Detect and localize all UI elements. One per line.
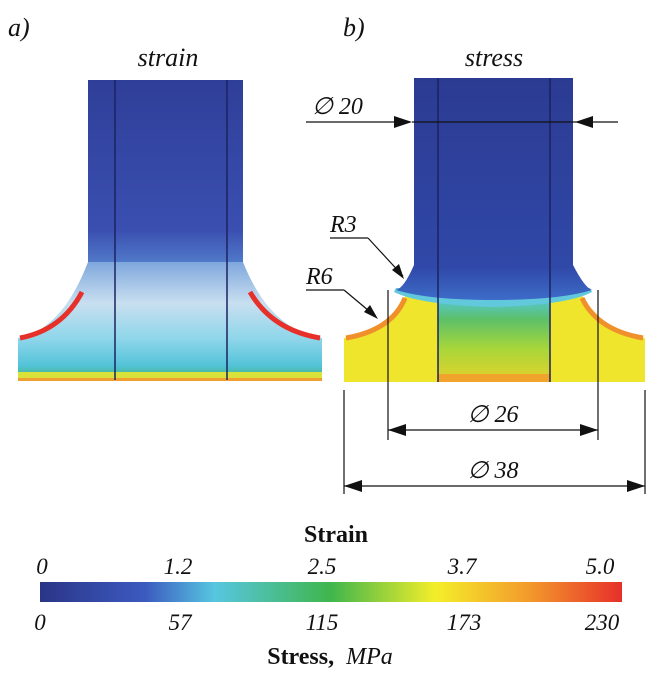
strain-specimen xyxy=(18,80,322,381)
strain-bottom-stripe xyxy=(18,372,322,380)
dimension-d20: ∅ 20 xyxy=(306,94,618,128)
dim-r3-label: R3 xyxy=(329,212,357,238)
strain-bottom-edge xyxy=(18,378,322,381)
colorbar: Strain 0 1.2 2.5 3.7 5.0 0 57 115 173 23… xyxy=(34,522,622,670)
strain-ticks: 0 1.2 2.5 3.7 5.0 xyxy=(36,554,615,579)
colorbar-strain-title: Strain xyxy=(304,522,368,548)
stress-bottom-edge xyxy=(438,374,550,382)
dim-d26-arrow-right xyxy=(580,424,598,436)
dim-d38-arrow-right xyxy=(627,480,645,492)
strain-fillet-left xyxy=(19,290,85,341)
dim-d20-arrow-right xyxy=(575,116,593,128)
stress-ticks: 0 57 115 173 230 xyxy=(34,610,620,635)
dim-d38-label: ∅ 38 xyxy=(468,458,519,484)
strain-tick-3: 3.7 xyxy=(447,554,478,579)
stress-title-unit: MPa xyxy=(345,644,393,670)
dim-r6-arrow xyxy=(364,305,378,319)
strain-fillet-right xyxy=(247,290,321,341)
stress-fillet-right xyxy=(579,296,644,341)
stress-fillet-left xyxy=(345,296,408,341)
dim-d38-arrow-left xyxy=(344,480,362,492)
dim-d20-arrow-left xyxy=(394,116,412,128)
dimension-d38: ∅ 38 xyxy=(343,390,646,494)
dimension-r6: R6 xyxy=(305,264,378,319)
strain-base xyxy=(18,262,322,380)
dim-r3-arrow xyxy=(392,264,404,279)
stress-core xyxy=(438,298,550,382)
strain-neck xyxy=(88,80,243,280)
strain-tick-1: 1.2 xyxy=(164,554,193,579)
dimension-d26: ∅ 26 xyxy=(387,290,599,440)
stress-tick-3: 173 xyxy=(447,610,482,635)
stress-tick-2: 115 xyxy=(306,610,339,635)
stress-neck xyxy=(396,78,592,300)
colorbar-bar xyxy=(40,582,622,602)
panel-b-letter: b) xyxy=(343,13,365,42)
stress-title-bold: Stress, xyxy=(267,644,334,670)
stress-tick-1: 57 xyxy=(169,610,194,635)
dim-r6-label: R6 xyxy=(305,264,333,290)
strain-tick-4: 5.0 xyxy=(586,554,615,579)
panel-a-title: strain xyxy=(138,43,199,72)
panel-a-letter: a) xyxy=(8,13,30,42)
stress-tick-4: 230 xyxy=(585,610,620,635)
stress-specimen xyxy=(344,78,645,382)
strain-tick-0: 0 xyxy=(36,554,48,579)
panel-b-title: stress xyxy=(465,43,523,72)
dim-d26-label: ∅ 26 xyxy=(468,402,519,428)
dim-d26-arrow-left xyxy=(388,424,406,436)
strain-tick-2: 2.5 xyxy=(308,554,337,579)
dim-d20-label: ∅ 20 xyxy=(312,94,363,120)
stress-tick-0: 0 xyxy=(34,610,46,635)
dimension-r3: R3 xyxy=(329,212,404,279)
colorbar-stress-title: Stress, MPa xyxy=(267,644,393,670)
